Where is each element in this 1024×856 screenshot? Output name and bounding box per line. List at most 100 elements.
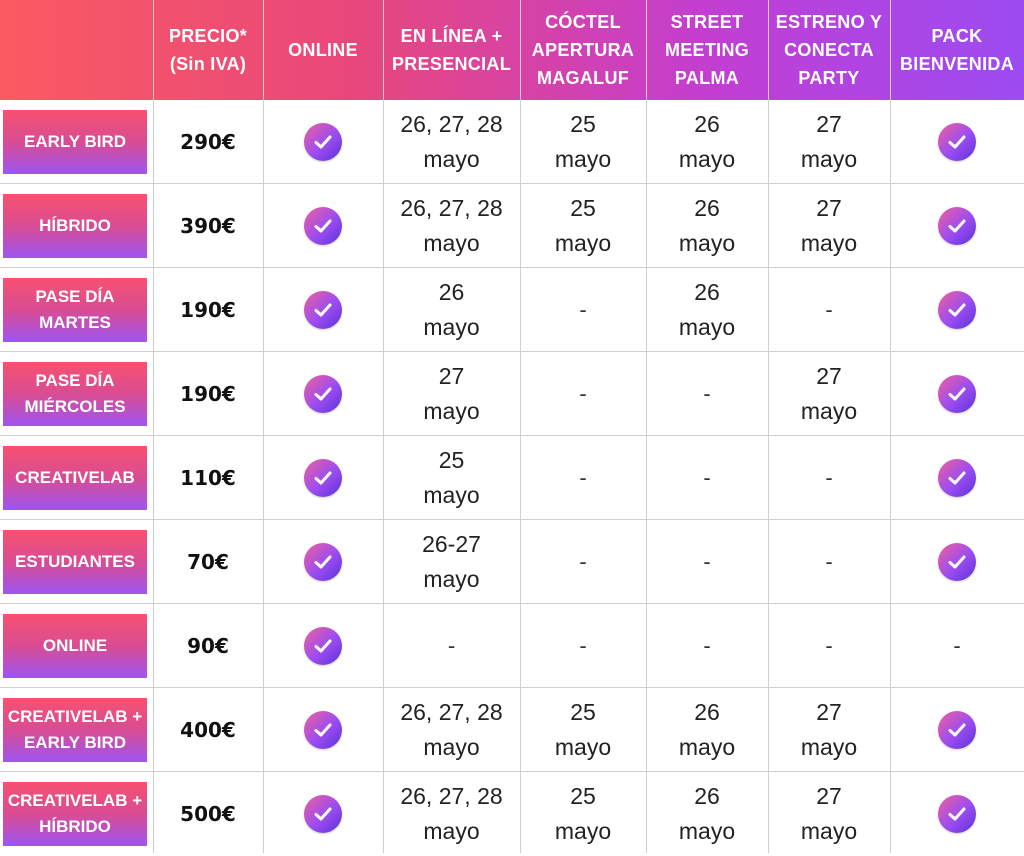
price-value: 190€	[180, 382, 236, 406]
cell-price: 190€	[153, 268, 263, 352]
check-circle-icon	[304, 375, 342, 413]
cell-street-meeting-palma: -	[646, 436, 768, 520]
cell-pack-bienvenida	[890, 268, 1024, 352]
column-divider	[768, 0, 769, 853]
cell-estreno-conecta-party: 27 mayo	[768, 772, 890, 856]
empty-dash: -	[703, 633, 711, 658]
cell-street-meeting-palma: 26 mayo	[646, 100, 768, 184]
empty-dash: -	[579, 297, 587, 322]
table-row: CREATIVELAB 110€ 25 mayo - - -	[0, 436, 1024, 520]
check-circle-icon	[304, 627, 342, 665]
cell-online	[263, 100, 383, 184]
empty-dash: -	[447, 633, 456, 658]
empty-dash: -	[579, 465, 587, 490]
check-circle-icon	[938, 291, 976, 329]
cell-estreno-conecta-party: -	[768, 268, 890, 352]
date-value: 26 mayo	[678, 195, 736, 256]
header-street-meeting-palma: STREET MEETING PALMA	[664, 12, 750, 88]
header-price: PRECIO* (Sin IVA)	[168, 26, 248, 74]
date-value: 26 mayo	[678, 111, 736, 172]
cell-street-meeting-palma: -	[646, 520, 768, 604]
check-circle-icon	[938, 795, 976, 833]
date-value: 27 mayo	[800, 111, 858, 172]
cell-pack-bienvenida	[890, 772, 1024, 856]
cell-coctel-apertura-magaluf: -	[520, 268, 646, 352]
ticket-type-label: HÍBRIDO	[3, 194, 147, 258]
price-value: 400€	[180, 718, 236, 742]
ticket-type-label: PASE DÍA MIÉRCOLES	[3, 362, 147, 426]
cell-online	[263, 184, 383, 268]
empty-dash: -	[703, 465, 711, 490]
ticket-type-label: ESTUDIANTES	[3, 530, 147, 594]
empty-dash: -	[825, 633, 833, 658]
date-value: 26, 27, 28 mayo	[400, 783, 503, 844]
date-value: 26 mayo	[423, 279, 480, 340]
cell-coctel-apertura-magaluf: -	[520, 604, 646, 688]
column-divider	[646, 0, 647, 853]
table-row: EARLY BIRD 290€ 26, 27, 28 mayo 25 mayo 26 m…	[0, 100, 1024, 184]
cell-online	[263, 436, 383, 520]
date-value: 25 mayo	[554, 111, 612, 172]
check-circle-icon	[304, 459, 342, 497]
row-divider	[0, 519, 1024, 520]
table-row: ESTUDIANTES 70€ 26-27 mayo - - -	[0, 520, 1024, 604]
table-row: CREATIVELAB + HÍBRIDO 500€ 26, 27, 28 mayo…	[0, 772, 1024, 856]
check-circle-icon	[938, 123, 976, 161]
date-value: 27 mayo	[800, 195, 858, 256]
cell-price: 500€	[153, 772, 263, 856]
cell-estreno-conecta-party: -	[768, 436, 890, 520]
cell-pack-bienvenida	[890, 100, 1024, 184]
header-estreno-conecta-party: ESTRENO Y CONECTA PARTY	[775, 12, 883, 88]
cell-price: 290€	[153, 100, 263, 184]
cell-en-linea-presencial: 26, 27, 28 mayo	[383, 772, 520, 856]
cell-en-linea-presencial: 26 mayo	[383, 268, 520, 352]
row-divider	[0, 771, 1024, 772]
price-value: 70€	[187, 550, 229, 574]
cell-pack-bienvenida	[890, 436, 1024, 520]
cell-pack-bienvenida	[890, 520, 1024, 604]
ticket-type-label: CREATIVELAB + EARLY BIRD	[3, 698, 147, 762]
cell-estreno-conecta-party: -	[768, 604, 890, 688]
cell-estreno-conecta-party: 27 mayo	[768, 100, 890, 184]
column-divider	[383, 0, 384, 853]
empty-dash: -	[579, 633, 587, 658]
cell-estreno-conecta-party: 27 mayo	[768, 688, 890, 772]
cell-pack-bienvenida	[890, 352, 1024, 436]
table-row: ONLINE 90€ - - - - -	[0, 604, 1024, 688]
ticket-type-label: CREATIVELAB	[3, 446, 147, 510]
price-value: 190€	[180, 298, 236, 322]
cell-coctel-apertura-magaluf: -	[520, 520, 646, 604]
cell-online	[263, 352, 383, 436]
date-value: 27 mayo	[423, 363, 480, 424]
price-value: 500€	[180, 802, 236, 826]
date-value: 26 mayo	[678, 699, 736, 760]
header-coctel-apertura-magaluf: CÓCTEL APERTURA MAGALUF	[531, 12, 635, 88]
cell-coctel-apertura-magaluf: 25 mayo	[520, 688, 646, 772]
cell-price: 90€	[153, 604, 263, 688]
cell-pack-bienvenida	[890, 688, 1024, 772]
price-value: 290€	[180, 130, 236, 154]
date-value: 26 mayo	[678, 279, 736, 340]
cell-en-linea-presencial: 26, 27, 28 mayo	[383, 688, 520, 772]
check-circle-icon	[304, 795, 342, 833]
cell-estreno-conecta-party: 27 mayo	[768, 352, 890, 436]
column-divider	[263, 0, 264, 853]
check-circle-icon	[304, 291, 342, 329]
check-circle-icon	[304, 543, 342, 581]
cell-pack-bienvenida: -	[890, 604, 1024, 688]
cell-online	[263, 688, 383, 772]
row-divider	[0, 687, 1024, 688]
header-online: ONLINE	[288, 40, 358, 60]
date-value: 26-27 mayo	[422, 531, 481, 592]
column-divider	[890, 0, 891, 853]
empty-dash: -	[825, 549, 833, 574]
ticket-type-label: PASE DÍA MARTES	[3, 278, 147, 342]
empty-dash: -	[703, 381, 711, 406]
header-en-linea-presencial: EN LÍNEA + PRESENCIAL	[391, 26, 511, 74]
cell-street-meeting-palma: 26 mayo	[646, 268, 768, 352]
date-value: 26, 27, 28 mayo	[400, 111, 503, 172]
cell-pack-bienvenida	[890, 184, 1024, 268]
table-row: CREATIVELAB + EARLY BIRD 400€ 26, 27, 28 m…	[0, 688, 1024, 772]
check-circle-icon	[304, 123, 342, 161]
cell-en-linea-presencial: 25 mayo	[383, 436, 520, 520]
